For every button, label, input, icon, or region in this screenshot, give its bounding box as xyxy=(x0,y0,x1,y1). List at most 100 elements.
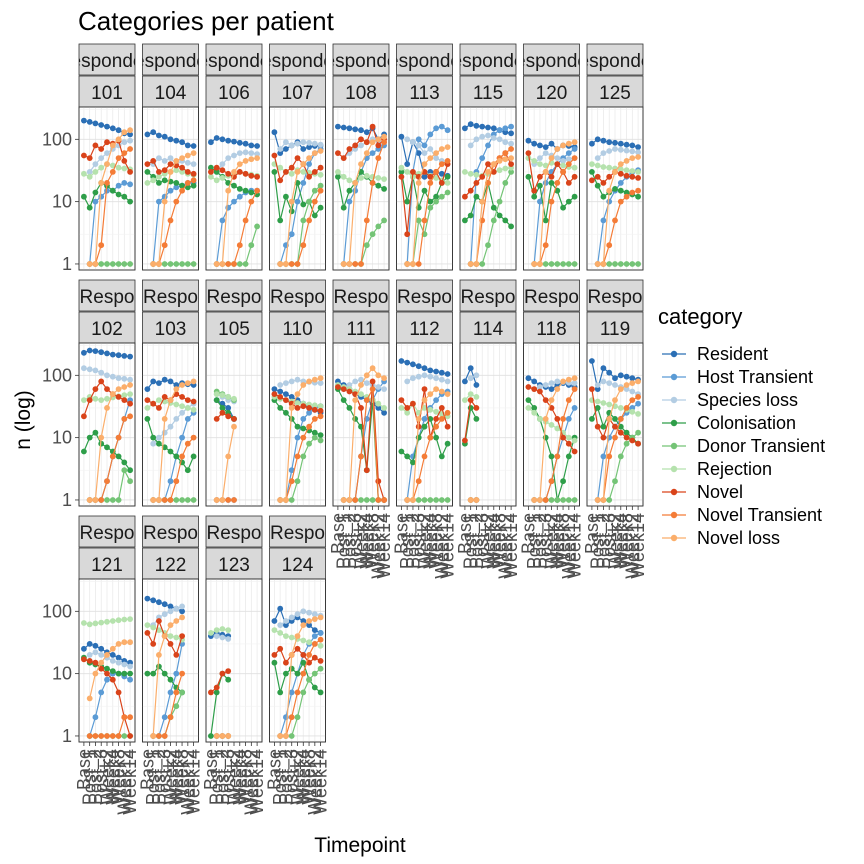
data-point-colonisation xyxy=(104,444,110,451)
data-point-novel-loss xyxy=(317,148,324,154)
data-point-novel xyxy=(121,397,128,403)
data-point-rejection xyxy=(277,630,284,636)
data-point-species-loss xyxy=(283,380,289,386)
data-point-rejection xyxy=(225,627,232,633)
data-point-host-transient xyxy=(508,123,514,130)
legend-item-novel: Novel xyxy=(662,482,743,502)
data-point-host-transient xyxy=(98,689,105,696)
data-point-colonisation xyxy=(81,448,87,455)
data-point-resident xyxy=(104,123,110,130)
data-point-novel-transient xyxy=(179,187,186,194)
data-point-rejection xyxy=(537,161,543,168)
data-point-host-transient xyxy=(311,633,318,639)
x-tick-label: Post_2 xyxy=(466,513,487,569)
data-point-novel xyxy=(606,173,613,180)
x-tick-label: Week2 xyxy=(224,749,244,805)
data-point-resident xyxy=(490,125,497,132)
data-point-donor-transient xyxy=(294,478,301,485)
data-point-species-loss xyxy=(231,152,237,159)
data-point-rejection xyxy=(81,170,87,177)
data-point-donor-transient xyxy=(617,261,624,267)
data-point-species-loss xyxy=(98,155,105,162)
data-point-colonisation xyxy=(104,665,110,672)
data-point-novel-loss xyxy=(571,139,578,146)
data-point-novel-loss xyxy=(317,375,324,382)
facet-panel-102: Respo 102 1 10 100 xyxy=(42,279,136,510)
data-point-host-transient xyxy=(600,217,607,224)
x-tick-label: Post_2 xyxy=(593,513,614,569)
data-point-colonisation xyxy=(502,217,509,224)
x-tick-label: Post_3 xyxy=(536,513,557,569)
data-point-resident xyxy=(109,351,116,358)
data-point-rejection xyxy=(104,395,110,402)
data-point-rejection xyxy=(571,164,578,171)
data-point-host-transient xyxy=(231,198,237,205)
data-point-rejection xyxy=(190,406,197,413)
data-point-host-transient xyxy=(300,180,307,186)
data-point-novel-transient xyxy=(242,217,249,224)
legend-title: category xyxy=(658,304,742,329)
data-point-rejection xyxy=(208,173,214,180)
data-point-rejection xyxy=(635,169,641,175)
data-point-donor-transient xyxy=(358,497,364,503)
data-point-colonisation xyxy=(190,182,197,189)
data-point-novel-transient xyxy=(421,217,428,224)
data-point-novel-loss xyxy=(410,261,416,267)
x-tick-label: Week14 xyxy=(120,749,140,815)
data-point-donor-transient xyxy=(554,497,561,503)
panel-border xyxy=(586,106,644,271)
data-point-resident xyxy=(161,133,168,140)
data-point-species-loss xyxy=(156,434,162,441)
data-point-host-transient xyxy=(421,416,428,422)
data-point-species-loss xyxy=(554,378,561,385)
legend-item-host-transient: Host Transient xyxy=(662,367,813,387)
data-point-novel xyxy=(179,394,186,400)
x-tick-label: Base xyxy=(582,513,602,554)
data-point-rejection xyxy=(283,633,289,639)
data-point-novel xyxy=(311,169,318,175)
data-point-rejection xyxy=(444,180,451,186)
data-point-novel xyxy=(594,423,601,430)
data-point-novel xyxy=(288,164,295,171)
data-point-resident xyxy=(410,361,416,368)
data-point-donor-transient xyxy=(427,204,434,211)
data-point-novel xyxy=(104,139,110,146)
data-point-novel xyxy=(109,676,116,683)
data-point-resident xyxy=(150,378,157,385)
data-point-species-loss xyxy=(479,133,486,140)
data-point-novel-loss xyxy=(473,497,480,503)
data-point-host-transient xyxy=(479,155,486,162)
legend-label: Resident xyxy=(697,344,768,364)
data-point-rejection xyxy=(121,616,128,623)
data-point-novel xyxy=(508,161,514,168)
data-point-novel-transient xyxy=(231,261,237,267)
data-point-novel xyxy=(86,155,93,162)
data-point-colonisation xyxy=(167,676,174,683)
data-point-novel-transient xyxy=(438,161,445,168)
data-point-colonisation xyxy=(508,223,514,230)
data-point-novel-loss xyxy=(502,156,509,163)
data-point-novel-transient xyxy=(294,261,301,267)
data-point-species-loss xyxy=(415,373,422,380)
data-point-colonisation xyxy=(421,187,428,194)
data-point-novel-transient xyxy=(415,261,422,267)
data-point-colonisation xyxy=(121,459,128,466)
data-point-donor-transient xyxy=(571,497,578,503)
data-point-species-loss xyxy=(219,161,226,168)
data-point-colonisation xyxy=(537,182,543,189)
data-point-rejection xyxy=(398,164,405,171)
data-point-novel-loss xyxy=(317,614,324,621)
data-point-novel-transient xyxy=(369,180,376,186)
data-point-resident xyxy=(421,365,428,372)
data-point-host-transient xyxy=(92,198,99,205)
strip-patient-label: 115 xyxy=(473,83,503,104)
data-point-resident xyxy=(225,405,232,411)
data-point-resident xyxy=(127,131,133,138)
data-point-novel xyxy=(86,658,93,664)
data-point-rejection xyxy=(317,171,324,178)
data-point-colonisation xyxy=(277,689,284,696)
data-point-colonisation xyxy=(571,193,578,200)
data-point-novel-loss xyxy=(115,386,122,392)
data-point-rejection xyxy=(635,411,641,417)
